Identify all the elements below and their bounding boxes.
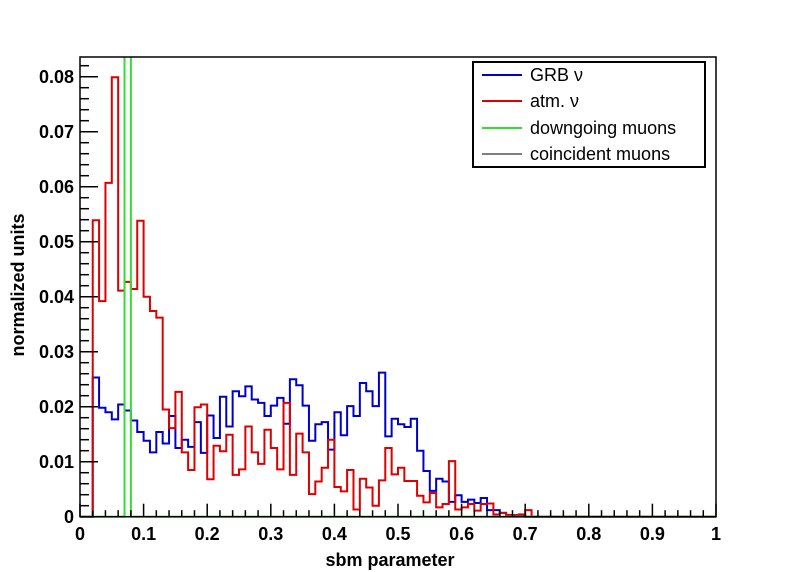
y-tick-label: 0 — [64, 507, 74, 527]
bin-atm — [245, 427, 251, 517]
bin-atm — [423, 502, 429, 516]
bin-atm — [385, 448, 391, 517]
bin-atm — [443, 504, 449, 517]
bin-atm — [233, 475, 239, 517]
x-tick-label: 0.5 — [385, 524, 410, 544]
bin-atm — [99, 301, 105, 517]
bin-atm — [150, 311, 156, 517]
x-tick-label: 0.3 — [258, 524, 283, 544]
legend-entry-coincident: coincident muons — [482, 144, 670, 164]
x-tick-label: 0.2 — [195, 524, 220, 544]
bin-atm — [220, 451, 226, 516]
bin-atm — [112, 77, 118, 516]
bin-atm — [404, 481, 410, 517]
bin-atm — [353, 510, 359, 517]
bin-atm — [392, 474, 398, 516]
bin-atm — [430, 493, 436, 517]
bin-atm — [315, 482, 321, 517]
y-axis: 0 0.01 0.02 0.03 0.04 0.05 0.06 0.07 0.08 — [39, 64, 98, 527]
bin-atm — [277, 469, 283, 516]
x-tick-label: 0.4 — [322, 524, 347, 544]
y-tick-label: 0.04 — [39, 287, 74, 307]
bin-atm — [252, 452, 258, 516]
bin-atm — [468, 504, 474, 517]
bin-atm — [449, 461, 455, 517]
bin-atm — [436, 507, 442, 516]
legend-entry-downgoing: downgoing muons — [482, 118, 676, 138]
bin-atm — [303, 452, 309, 516]
bin-atm — [411, 481, 417, 517]
bin-atm — [258, 464, 264, 517]
bin-atm — [398, 468, 404, 517]
y-tick-label: 0.01 — [39, 452, 74, 472]
bin-downgoing — [125, 0, 131, 517]
bin-atm — [455, 510, 461, 517]
y-tick-label: 0.07 — [39, 122, 74, 142]
x-tick-label: 0.8 — [576, 524, 601, 544]
bin-atm — [226, 435, 232, 517]
bin-atm — [462, 507, 468, 516]
x-tick-label: 0.6 — [449, 524, 474, 544]
bin-atm — [214, 446, 220, 517]
bin-atm — [201, 405, 207, 517]
y-axis-title: normalized units — [8, 213, 28, 356]
legend-entry-atm: atm. ν — [482, 91, 579, 111]
x-axis-title: sbm parameter — [325, 550, 454, 570]
y-tick-label: 0.06 — [39, 177, 74, 197]
x-tick-label: 0.1 — [131, 524, 156, 544]
bin-atm — [296, 434, 302, 517]
bin-atm — [360, 479, 366, 517]
bin-atm — [290, 475, 296, 517]
bin-atm — [169, 428, 175, 517]
x-axis: 0 0.1 0.2 0.3 0.4 0.5 0.6 0.7 0.8 0.9 1 — [75, 503, 721, 544]
legend-label-grb: GRB ν — [530, 65, 583, 85]
y-tick-label: 0.03 — [39, 342, 74, 362]
bin-atm — [322, 468, 328, 517]
bin-atm — [105, 183, 111, 517]
y-tick-label: 0.02 — [39, 397, 74, 417]
legend: GRB ν atm. ν downgoing muons coincident … — [472, 61, 706, 168]
bin-atm — [163, 409, 169, 516]
bin-atm — [93, 220, 99, 516]
bin-atm — [188, 470, 194, 517]
bin-atm — [366, 488, 372, 517]
bin-atm — [271, 448, 277, 517]
bin-atm — [207, 479, 213, 516]
bin-atm — [417, 496, 423, 517]
bin-atm — [334, 487, 340, 517]
bin-atm — [347, 470, 353, 517]
bin-atm — [481, 504, 487, 517]
y-tick-label: 0.05 — [39, 232, 74, 252]
bin-atm — [175, 392, 181, 517]
bin-atm — [379, 480, 385, 516]
x-tick-label: 0 — [75, 524, 85, 544]
bin-atm — [137, 221, 143, 517]
y-tick-label: 0.08 — [39, 67, 74, 87]
legend-entry-grb: GRB ν — [482, 65, 583, 85]
bin-atm — [487, 504, 493, 517]
bin-atm — [156, 318, 162, 517]
bin-atm — [373, 506, 379, 517]
bin-atm — [284, 403, 290, 517]
legend-box — [472, 61, 706, 168]
bin-atm — [264, 430, 270, 517]
bin-atm — [194, 407, 200, 516]
x-tick-label: 0.9 — [640, 524, 665, 544]
legend-label-atm: atm. ν — [530, 91, 579, 111]
bin-atm — [341, 491, 347, 516]
legend-label-coincident: coincident muons — [530, 144, 670, 164]
bin-atm — [144, 297, 150, 517]
bin-atm — [309, 494, 315, 517]
bin-atm — [182, 452, 188, 516]
x-tick-label: 0.7 — [513, 524, 538, 544]
x-tick-label: 1 — [711, 524, 721, 544]
bin-atm — [328, 440, 334, 517]
legend-label-downgoing: downgoing muons — [530, 118, 676, 138]
bin-atm — [239, 469, 245, 516]
